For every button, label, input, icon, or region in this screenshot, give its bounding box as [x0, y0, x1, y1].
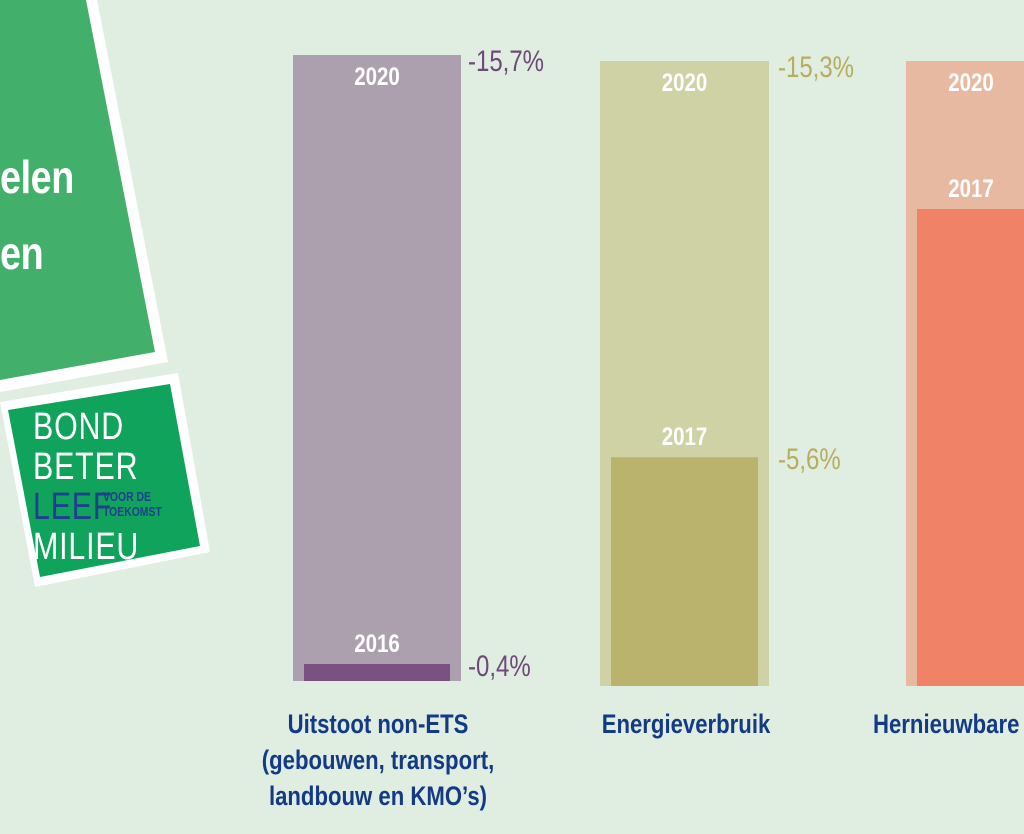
category-label-line: (gebouwen, transport,: [261, 745, 495, 775]
category-label-line: landbouw en KMO’s): [268, 781, 488, 811]
actual-bar-2: [917, 209, 1024, 686]
category-label-line: Uitstoot non-ETS: [287, 709, 469, 739]
banner-title-line-1: elen: [0, 151, 74, 203]
logo-small-line-2: TOEKOMST: [103, 504, 162, 519]
actual-bar-1: [611, 457, 758, 686]
target-value-label-0: -15,7%: [468, 43, 544, 77]
actual-year-label-1: 2017: [662, 422, 708, 450]
logo-word-beter: BETER: [33, 446, 139, 488]
actual-value-label-1: -5,6%: [778, 442, 841, 476]
category-label-0: Uitstoot non-ETS (gebouwen, transport, lan…: [247, 706, 509, 814]
logo-word-milieu: MILIEU: [33, 526, 140, 568]
target-bar-0: [293, 55, 461, 681]
actual-year-label-2: 2017: [948, 174, 994, 202]
target-value-label-1: -15,3%: [778, 49, 854, 83]
logo-small-line-1: VOOR DE: [103, 489, 151, 504]
logo-word-leef: LEEF: [33, 486, 113, 528]
category-label-line: Hernieuwbare: [873, 709, 1020, 739]
category-label-1: Energieverbruik: [555, 706, 817, 742]
target-year-label-1: 2020: [662, 68, 708, 96]
banner-title-line-2: en: [0, 227, 44, 279]
target-year-label-0: 2020: [354, 62, 400, 90]
category-label-line: Energieverbruik: [601, 709, 771, 739]
category-label-2: Hernieuwbare: [873, 706, 1024, 742]
actual-year-label-0: 2016: [354, 629, 400, 657]
actual-value-label-0: -0,4%: [468, 648, 531, 682]
target-year-label-2: 2020: [948, 68, 994, 96]
logo-word-bond: BOND: [33, 406, 125, 448]
actual-bar-0: [304, 664, 450, 681]
